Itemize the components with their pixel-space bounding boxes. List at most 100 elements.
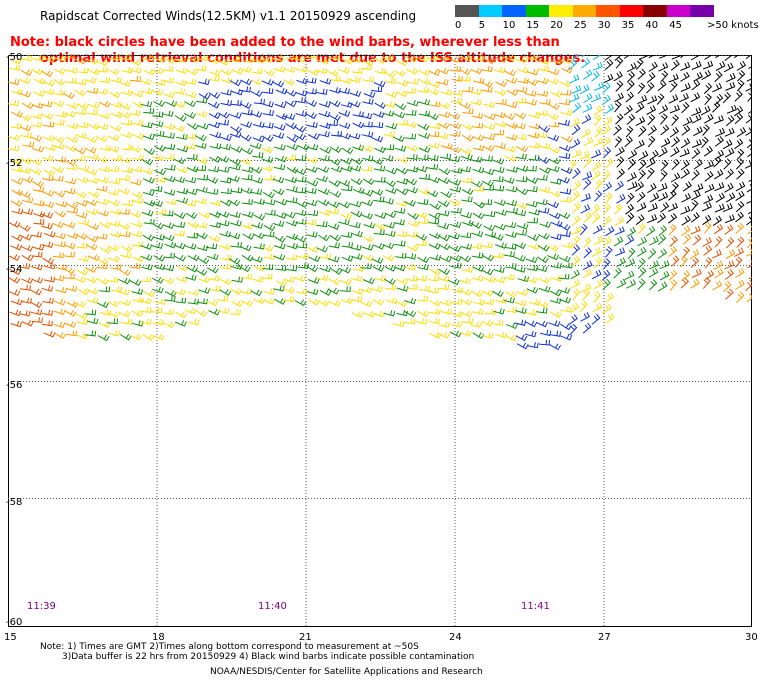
wind-barb — [682, 116, 693, 127]
wind-barb — [240, 121, 252, 128]
wind-barb — [428, 131, 440, 138]
wind-barb — [502, 177, 515, 184]
wind-barb — [492, 166, 505, 174]
wind-barb — [516, 165, 529, 172]
wind-barb — [746, 291, 752, 303]
wind-barb — [593, 235, 604, 246]
wind-barb — [605, 313, 615, 324]
wind-barb — [384, 230, 396, 237]
wind-barb — [703, 194, 714, 204]
wind-barb — [690, 92, 701, 103]
wind-barb — [41, 309, 54, 316]
wind-barb — [591, 313, 601, 325]
wind-barb — [142, 177, 155, 184]
wind-barb — [361, 155, 374, 162]
wind-barb — [406, 166, 419, 173]
wind-barb — [746, 248, 752, 257]
wind-barb — [459, 75, 471, 82]
wind-barb — [371, 257, 384, 264]
wind-barb — [272, 176, 285, 184]
wind-barb — [449, 245, 462, 253]
wind-barb — [43, 276, 56, 283]
wind-barb — [241, 299, 254, 307]
wind-barb — [747, 105, 752, 114]
wind-barb — [601, 124, 611, 136]
wind-barb — [66, 207, 79, 214]
wind-barb — [747, 206, 752, 215]
wind-barb — [515, 334, 528, 342]
wind-barb — [647, 202, 658, 212]
wind-barb — [495, 242, 507, 249]
wind-barb — [110, 111, 123, 118]
wind-barb — [272, 188, 285, 196]
wind-barb — [85, 199, 98, 207]
wind-barb — [360, 286, 372, 294]
wind-barb — [295, 201, 308, 208]
wind-barb — [440, 191, 453, 198]
wind-barb — [570, 279, 581, 289]
wind-barb — [614, 136, 623, 148]
wind-barb — [406, 144, 418, 152]
wind-barb — [723, 62, 734, 73]
wind-barb — [426, 55, 439, 61]
wind-barb — [206, 266, 219, 274]
wind-barb — [317, 57, 330, 65]
wind-barb — [527, 234, 539, 242]
wind-barb — [10, 298, 23, 306]
wind-barb — [461, 188, 474, 195]
wind-barb — [470, 67, 483, 75]
wind-barb — [670, 146, 680, 158]
wind-barb — [494, 89, 507, 97]
wind-barb — [483, 101, 495, 108]
wind-barb — [472, 134, 485, 142]
wind-barb — [693, 126, 703, 137]
wind-barb — [539, 329, 552, 337]
wind-barb — [275, 113, 288, 120]
wind-barb — [11, 88, 23, 96]
wind-barb — [52, 252, 64, 259]
wind-barb — [493, 129, 505, 136]
wind-barb — [129, 76, 141, 82]
wind-barb — [349, 56, 361, 63]
wind-barb — [492, 252, 504, 259]
wind-barb — [547, 134, 560, 142]
wind-barb — [220, 278, 232, 286]
scale-label: 5 — [478, 20, 486, 31]
wind-barb — [230, 100, 242, 106]
wind-barb — [316, 221, 328, 228]
wind-barb — [396, 231, 408, 237]
wind-barb — [714, 93, 724, 106]
wind-barb — [572, 202, 582, 213]
wind-barb — [351, 67, 363, 74]
wind-barb — [681, 102, 690, 114]
wind-barb — [438, 168, 451, 175]
wind-barb — [186, 165, 199, 173]
wind-barb — [568, 159, 577, 171]
wind-barb — [52, 166, 65, 174]
wind-barb — [626, 172, 637, 182]
wind-barb — [66, 164, 78, 171]
wind-barb — [341, 57, 354, 65]
wind-barb — [130, 166, 142, 173]
wind-barb — [30, 308, 43, 316]
wind-barb — [98, 100, 111, 108]
wind-barb — [418, 173, 430, 180]
wind-barb — [592, 61, 603, 71]
wind-barb — [361, 131, 374, 138]
wind-barb — [396, 309, 408, 317]
wind-barb — [668, 189, 677, 201]
wind-barb — [43, 169, 56, 176]
wind-barb — [228, 257, 241, 265]
wind-barb — [548, 157, 561, 165]
wind-barb — [53, 89, 65, 96]
wind-barb — [657, 281, 668, 292]
wind-barb — [30, 168, 42, 176]
wind-barb — [151, 120, 164, 128]
wind-barb — [690, 256, 700, 269]
wind-barb — [660, 137, 671, 148]
wind-barb — [417, 87, 429, 94]
wind-barb — [338, 122, 351, 130]
wind-barb — [173, 157, 186, 165]
wind-barb — [525, 200, 538, 208]
wind-barb — [151, 88, 164, 96]
